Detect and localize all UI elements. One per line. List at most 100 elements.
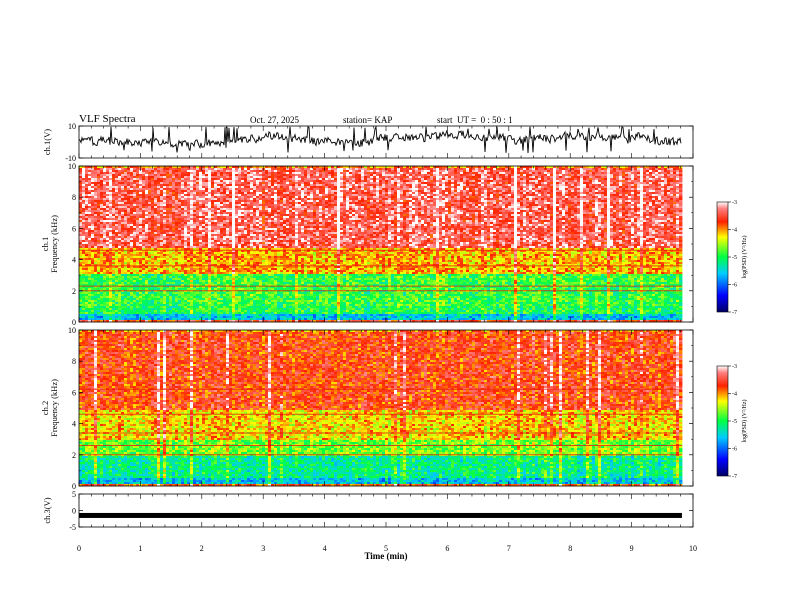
spectrogram-cell (361, 172, 364, 174)
spectrogram-cell (553, 170, 556, 172)
spectrogram-cell (178, 178, 181, 180)
spectrogram-cell (130, 172, 133, 174)
spectrogram-cell (307, 174, 310, 176)
spectrogram-cell (340, 176, 343, 178)
spectrogram-cell (466, 178, 469, 180)
spectrogram-cell (598, 172, 601, 174)
spectrogram-cell (469, 176, 472, 178)
spectrogram-cell (547, 176, 550, 178)
spectrogram-cell (181, 168, 184, 170)
spectrogram-cell (655, 168, 658, 170)
spectrogram-cell (538, 174, 541, 176)
spectrogram-cell (406, 168, 409, 170)
spectrogram-cell (313, 168, 316, 170)
spectrogram-cell (178, 170, 181, 172)
spectrogram-cell (448, 170, 451, 172)
spectrogram-cell (613, 168, 616, 170)
spectrogram-cell (352, 172, 355, 174)
spectrogram-cell (214, 174, 217, 176)
spectrogram-cell (622, 172, 625, 174)
spectrogram-cell (655, 170, 658, 172)
spectrogram-cell (475, 168, 478, 170)
spectrogram-cell (643, 168, 646, 170)
spectrogram-cell (385, 176, 388, 178)
spectrogram-cell (79, 174, 82, 176)
spectrogram-cell (424, 174, 427, 176)
spectrogram-cell (283, 176, 286, 178)
spectrogram-cell (118, 174, 121, 176)
spectrogram-cell (118, 170, 121, 172)
spectrogram-cell (421, 170, 424, 172)
spectrogram-cell (448, 168, 451, 170)
spectrogram-cell (469, 170, 472, 172)
spectrogram-cell (94, 174, 97, 176)
spectrogram-cell (97, 174, 100, 176)
spectrogram-cell (232, 168, 235, 170)
spectrogram-cell (106, 170, 109, 172)
spectrogram-cell (535, 174, 538, 176)
spectrogram-cell (382, 168, 385, 170)
spectrogram-cell (124, 172, 127, 174)
spectrogram-cell (532, 176, 535, 178)
spectrogram-cell (604, 170, 607, 172)
spectrogram-cell (277, 178, 280, 180)
spectrogram-cell (559, 174, 562, 176)
spectrogram-cell (307, 170, 310, 172)
spectrogram-cell (142, 174, 145, 176)
spectrogram-cell (565, 174, 568, 176)
spectrogram-cell (481, 178, 484, 180)
spectrogram-cell (352, 178, 355, 180)
spectrogram-cell (433, 174, 436, 176)
spectrogram-cell (82, 176, 85, 178)
spectrogram-cell (172, 172, 175, 174)
spectrogram-cell (292, 170, 295, 172)
spectrogram-cell (235, 168, 238, 170)
spectrogram-cell (139, 178, 142, 180)
spectrogram-cell (271, 170, 274, 172)
spectrogram-cell (310, 170, 313, 172)
spectrogram-cell (268, 170, 271, 172)
spectrogram-cell (541, 170, 544, 172)
spectrogram-cell (523, 172, 526, 174)
spectrogram-cell (490, 176, 493, 178)
spectrogram-cell (178, 176, 181, 178)
spectrogram-cell (568, 168, 571, 170)
spectrogram-cell (595, 174, 598, 176)
spectrogram-cell (529, 168, 532, 170)
spectrogram-cell (127, 172, 130, 174)
spectrogram-cell (505, 168, 508, 170)
spectrogram-cell (358, 170, 361, 172)
spectrogram-cell (565, 172, 568, 174)
spectrogram-cell (82, 178, 85, 180)
spectrogram-cell (103, 170, 106, 172)
spectrogram-cell (487, 170, 490, 172)
spectrogram-cell (433, 178, 436, 180)
spectrogram-cell (196, 178, 199, 180)
spectrogram-cell (622, 176, 625, 178)
spectrogram-cell (583, 172, 586, 174)
spectrogram-cell (643, 176, 646, 178)
spectrogram-cell (604, 174, 607, 176)
spectrogram-cell (172, 178, 175, 180)
spectrogram-cell (421, 178, 424, 180)
spectrogram-cell (124, 170, 127, 172)
spectrogram-cell (178, 172, 181, 174)
spectrogram-cell (592, 174, 595, 176)
spectrogram-cell (556, 178, 559, 180)
spectrogram-cell (124, 178, 127, 180)
spectrogram-cell (640, 172, 643, 174)
spectrogram-cell (535, 168, 538, 170)
spectrogram-cell (652, 172, 655, 174)
spectrogram-cell (304, 170, 307, 172)
spectrogram-cell (121, 170, 124, 172)
spectrogram-cell (394, 170, 397, 172)
spectrogram-cell (127, 178, 130, 180)
spectrogram-cell (505, 172, 508, 174)
spectrogram-cell (676, 170, 679, 172)
spectrogram-cell (220, 172, 223, 174)
spectrogram-cell (250, 176, 253, 178)
spectrogram-cell (358, 168, 361, 170)
figure: VLF Spectra Oct. 27, 2025 station= KAP s… (0, 0, 792, 612)
spectrogram-cell (487, 176, 490, 178)
spectrogram-cell (172, 170, 175, 172)
